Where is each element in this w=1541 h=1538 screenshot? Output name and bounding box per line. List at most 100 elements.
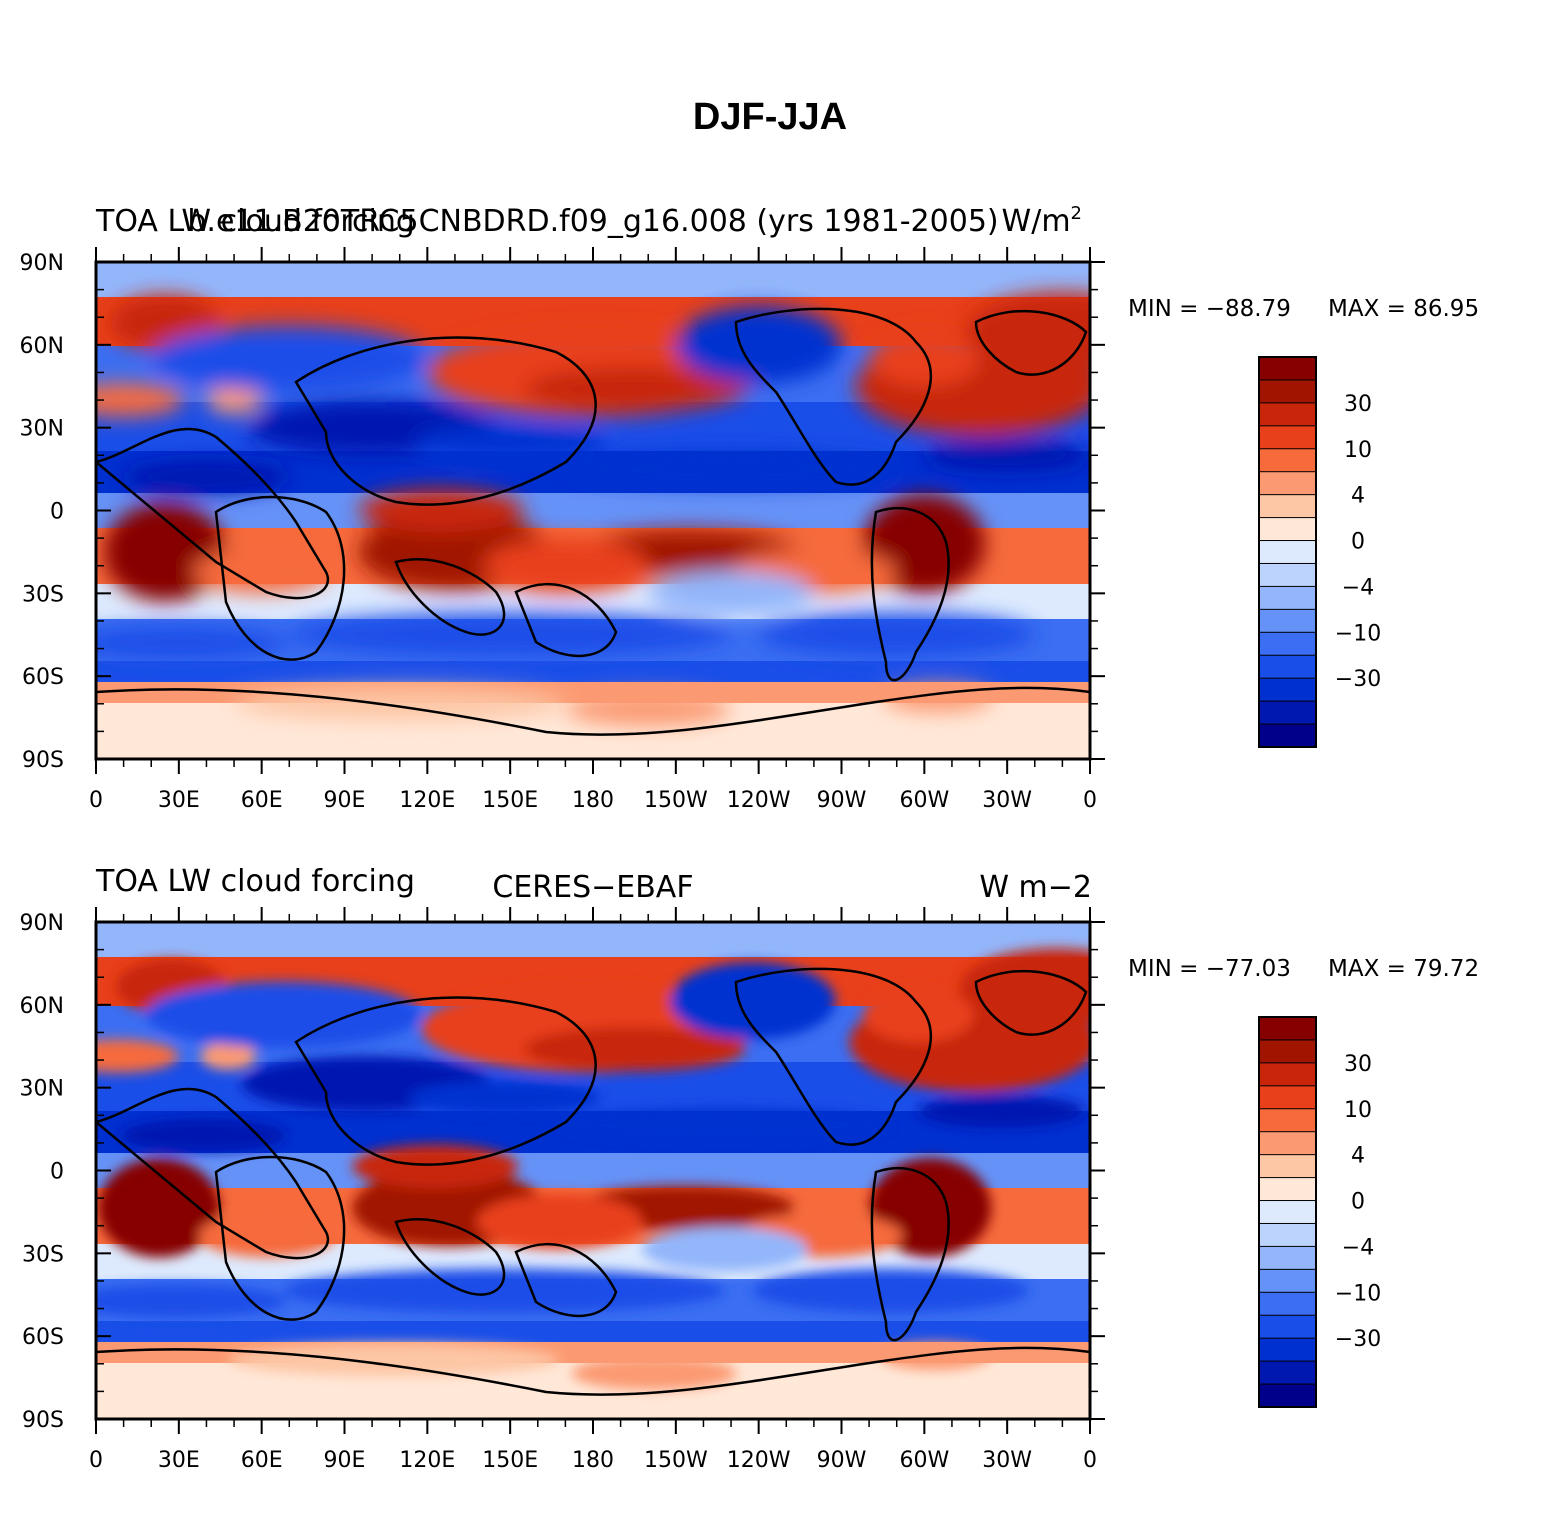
colorbar-box (1258, 700, 1317, 726)
colorbar-box (1258, 1383, 1317, 1409)
lon-tick-label: 150W (644, 788, 708, 813)
colorbar-label: 0 (1351, 530, 1365, 555)
lon-tick-label: 150E (482, 788, 538, 813)
lat-tick-label: 0 (50, 500, 64, 525)
lon-tick-label: 0 (1083, 1448, 1097, 1473)
lat-tick-label: 90S (22, 748, 64, 773)
min-label: MIN = −88.79 (1128, 296, 1291, 322)
panel-observations: TOA LW cloud forcing CERES−EBAF W m−2 90… (20, 864, 1480, 1473)
lon-tick-label: 0 (89, 1448, 103, 1473)
colorbar-label: 10 (1344, 438, 1372, 463)
panel-center-title: CERES−EBAF (492, 870, 693, 905)
panel-units: W/m2 (1002, 203, 1082, 239)
lon-tick-label: 120W (727, 1448, 791, 1473)
lon-tick-label: 30W (982, 788, 1032, 813)
axis-ticks: 90N 60N 30N 0 30S 60S 90S 0 30E 60E 90E 120E 150E 180… (20, 247, 1105, 813)
coastline-6 (870, 1167, 950, 1342)
coastline-3 (394, 558, 506, 636)
lon-tick-label: 120E (399, 788, 455, 813)
panel-left-title: TOA LW cloud forcing (95, 864, 415, 899)
lat-tick-label: 30S (22, 582, 64, 607)
lon-tick-label: 150E (482, 1448, 538, 1473)
colorbar: 30 10 4 0 −4 −10 −30 (1258, 356, 1381, 749)
colorbar-box (1258, 402, 1317, 427)
lat-tick-label: 30S (22, 1242, 64, 1267)
coastline-2 (294, 336, 597, 506)
max-label: MAX = 79.72 (1328, 956, 1479, 982)
colorbar-box (1258, 1222, 1317, 1248)
units-superscript: 2 (1071, 203, 1082, 224)
colorbar-box (1258, 1062, 1317, 1087)
lon-tick-label: 90W (817, 788, 867, 813)
lon-tick-label: 30E (158, 1448, 200, 1473)
lat-tick-label: 60S (22, 1325, 64, 1350)
coastline-2 (294, 996, 597, 1166)
field-blobs (96, 948, 1090, 1390)
colorbar-box (1258, 654, 1317, 680)
colorbar-label: 0 (1351, 1190, 1365, 1215)
colorbar-box (1258, 677, 1317, 703)
colorbar-box (1258, 631, 1317, 657)
lon-tick-label: 30W (982, 1448, 1032, 1473)
colorbar-label: 30 (1344, 1052, 1372, 1077)
panel-left-title: TOA LW cloud forcing (95, 204, 415, 239)
max-label: MAX = 86.95 (1328, 296, 1479, 322)
colorbar-box (1258, 494, 1317, 519)
colorbar-label: −4 (1342, 1235, 1374, 1260)
lat-tick-label: 30N (20, 417, 64, 442)
coastline-5 (734, 967, 933, 1146)
colorbar-box (1258, 1200, 1317, 1225)
coastline-1 (214, 495, 346, 661)
units-text: W m−2 (979, 870, 1092, 905)
colorbar-box (1258, 356, 1317, 381)
lon-tick-label: 30E (158, 788, 200, 813)
lon-tick-label: 90E (324, 1448, 366, 1473)
colorbar-box (1258, 1177, 1317, 1202)
lat-tick-label: 0 (50, 1160, 64, 1185)
colorbar-label: 30 (1344, 392, 1372, 417)
coastline-3 (394, 1218, 506, 1296)
min-label: MIN = −77.03 (1128, 956, 1291, 982)
colorbar-box (1258, 1314, 1317, 1340)
lat-tick-label: 90S (22, 1408, 64, 1433)
colorbar-box (1258, 1245, 1317, 1271)
colorbar-box (1258, 1039, 1317, 1064)
panel-units: W m−2 (979, 870, 1092, 905)
lon-tick-label: 60W (899, 788, 949, 813)
lon-tick-label: 90E (324, 788, 366, 813)
lon-tick-label: 60E (241, 1448, 283, 1473)
colorbar-label: −30 (1335, 667, 1381, 692)
colorbar: 30 10 4 0 −4 −10 −30 (1258, 1016, 1381, 1409)
coastline-5 (734, 307, 933, 486)
colorbar-frame (1258, 356, 1317, 748)
lon-tick-label: 60E (241, 788, 283, 813)
field-layer (96, 262, 1090, 759)
colorbar-box (1258, 1016, 1317, 1041)
axis-ticks: 90N 60N 30N 0 30S 60S 90S 0 30E 60E 90E 120E 150E 180… (20, 907, 1105, 1473)
coastline-7 (974, 309, 1088, 376)
colorbar-box (1258, 1154, 1317, 1179)
lat-tick-label: 90N (20, 911, 64, 936)
colorbar-label: −10 (1335, 1281, 1381, 1306)
lon-tick-label: 120E (399, 1448, 455, 1473)
lon-tick-label: 0 (1083, 788, 1097, 813)
lat-tick-label: 90N (20, 251, 64, 276)
coastline-8 (96, 686, 1090, 736)
colorbar-box (1258, 1085, 1317, 1110)
lon-tick-label: 180 (572, 1448, 614, 1473)
lat-tick-label: 60N (20, 334, 64, 359)
colorbar-label: −4 (1342, 575, 1374, 600)
colorbar-box (1258, 425, 1317, 450)
lon-tick-label: 180 (572, 788, 614, 813)
coastline-4 (514, 582, 618, 658)
figure-title: DJF-JJA (693, 96, 847, 138)
colorbar-label: −30 (1335, 1327, 1381, 1352)
lon-tick-label: 0 (89, 788, 103, 813)
coastlines (96, 967, 1090, 1396)
colorbar-box (1258, 1291, 1317, 1317)
colorbar-box (1258, 1131, 1317, 1156)
colorbar-box (1258, 517, 1317, 542)
colorbar-box (1258, 562, 1317, 588)
colorbar-box (1258, 585, 1317, 611)
lon-tick-label: 150W (644, 1448, 708, 1473)
